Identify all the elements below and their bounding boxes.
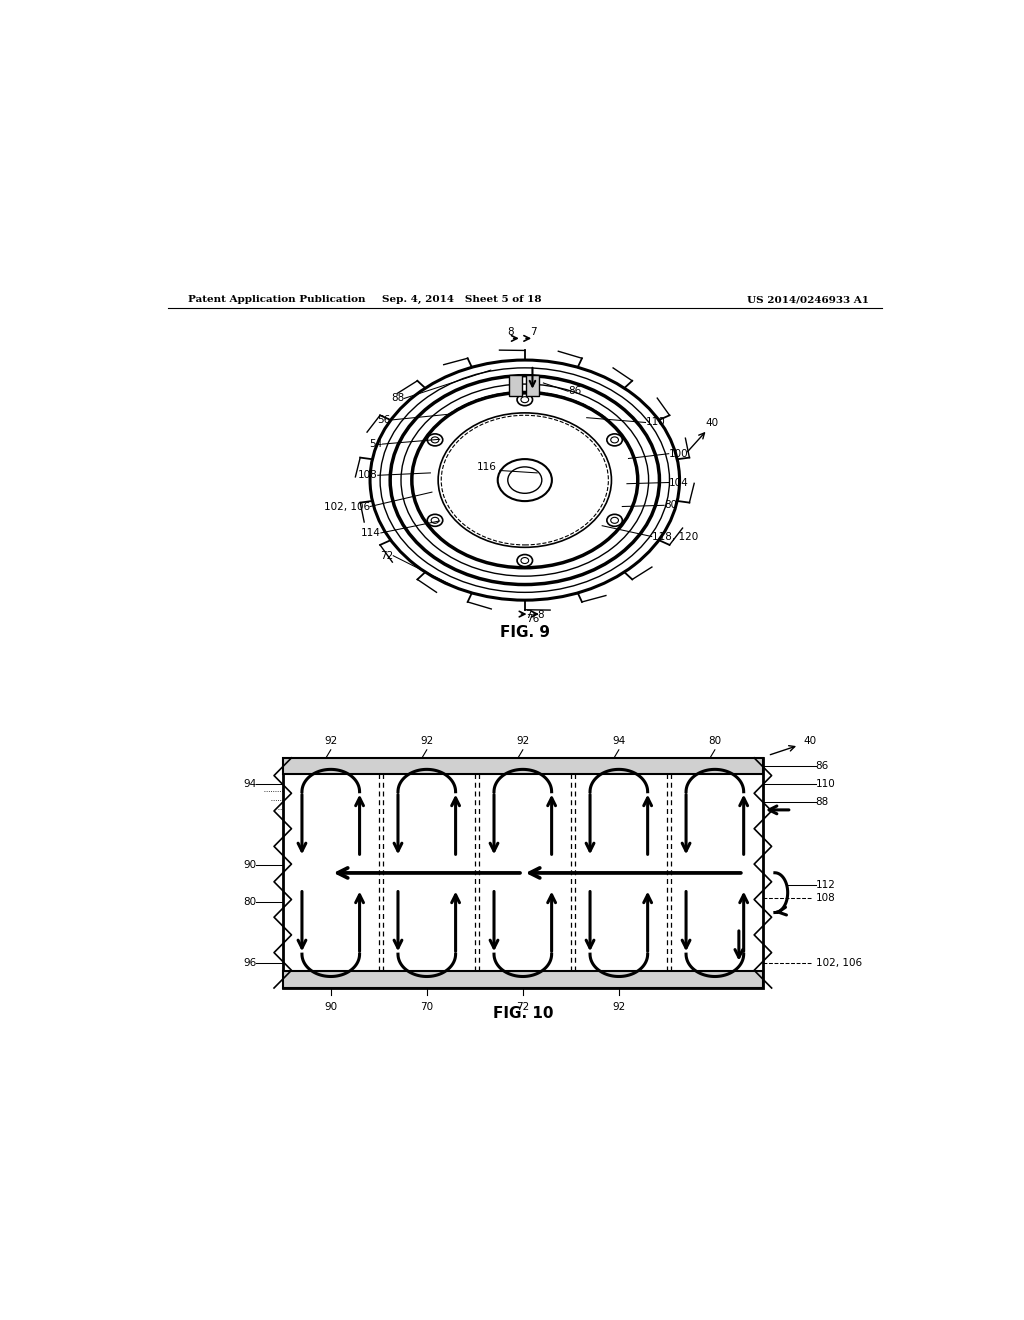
Text: FIG. 9: FIG. 9 bbox=[500, 626, 550, 640]
Text: 76: 76 bbox=[526, 614, 540, 624]
Text: 112: 112 bbox=[816, 880, 836, 890]
Text: FIG. 10: FIG. 10 bbox=[493, 1006, 553, 1020]
Text: 8: 8 bbox=[508, 326, 514, 337]
Text: 114: 114 bbox=[361, 528, 381, 539]
Text: 7: 7 bbox=[525, 610, 532, 620]
Text: 92: 92 bbox=[325, 737, 337, 746]
Text: Sep. 4, 2014   Sheet 5 of 18: Sep. 4, 2014 Sheet 5 of 18 bbox=[382, 296, 541, 305]
Text: 90: 90 bbox=[244, 861, 256, 870]
Text: 7: 7 bbox=[530, 326, 537, 337]
Text: 92: 92 bbox=[420, 737, 433, 746]
Text: 110: 110 bbox=[816, 779, 836, 789]
Text: 102, 106: 102, 106 bbox=[816, 958, 862, 968]
Text: 88: 88 bbox=[391, 393, 404, 404]
Text: 108: 108 bbox=[358, 470, 378, 480]
Text: 108: 108 bbox=[816, 892, 836, 903]
Text: 86: 86 bbox=[816, 762, 829, 771]
Text: 72: 72 bbox=[380, 550, 393, 561]
Text: 94: 94 bbox=[243, 779, 256, 789]
Text: 72: 72 bbox=[516, 1002, 529, 1012]
Text: 8: 8 bbox=[537, 610, 544, 620]
Bar bbox=[283, 758, 763, 775]
Text: 88: 88 bbox=[816, 797, 829, 807]
Text: 102, 106: 102, 106 bbox=[324, 502, 370, 512]
Text: 92: 92 bbox=[612, 1002, 626, 1012]
Text: 80: 80 bbox=[709, 737, 722, 746]
Bar bbox=[283, 972, 763, 987]
Text: US 2014/0246933 A1: US 2014/0246933 A1 bbox=[748, 296, 869, 305]
Text: 70: 70 bbox=[420, 1002, 433, 1012]
Text: 40: 40 bbox=[706, 418, 719, 428]
Text: Patent Application Publication: Patent Application Publication bbox=[187, 296, 365, 305]
Bar bbox=[510, 375, 522, 396]
Text: 110: 110 bbox=[645, 417, 666, 428]
Text: 80: 80 bbox=[244, 898, 256, 907]
Bar bbox=[526, 375, 539, 396]
Text: 86: 86 bbox=[568, 387, 582, 396]
Text: 96: 96 bbox=[243, 958, 256, 968]
Text: 116: 116 bbox=[477, 462, 497, 473]
Text: 104: 104 bbox=[669, 478, 688, 487]
Text: 80: 80 bbox=[665, 500, 677, 511]
Text: 54: 54 bbox=[370, 440, 382, 449]
Text: 40: 40 bbox=[804, 737, 817, 746]
Text: 92: 92 bbox=[516, 737, 529, 746]
Text: 100: 100 bbox=[669, 449, 688, 458]
Text: 56: 56 bbox=[377, 414, 390, 425]
Bar bbox=[283, 758, 763, 987]
Text: 94: 94 bbox=[612, 737, 626, 746]
Text: 90: 90 bbox=[325, 1002, 337, 1012]
Text: 118, 120: 118, 120 bbox=[651, 532, 698, 541]
